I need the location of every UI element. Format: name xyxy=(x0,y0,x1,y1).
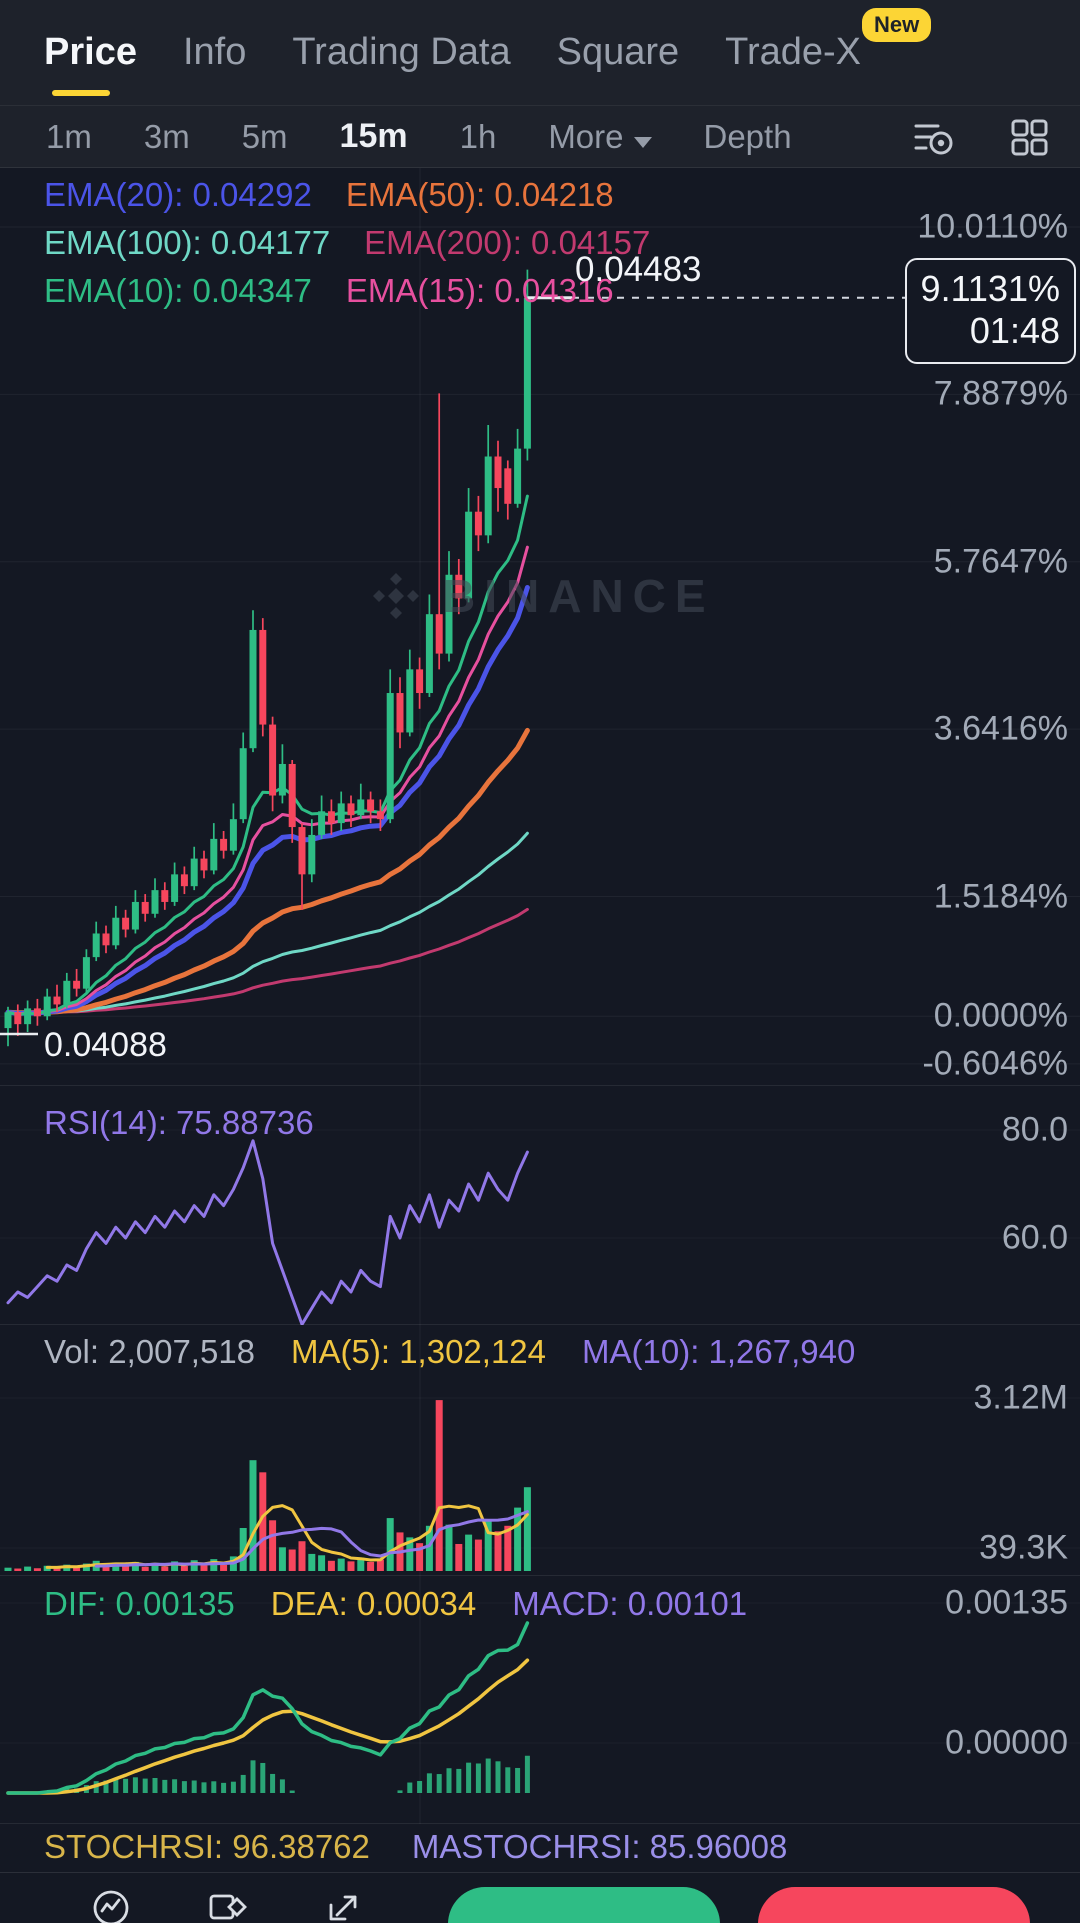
stochrsi-label: MASTOCHRSI: 85.96008 xyxy=(411,1828,788,1865)
macd-label: MACD: 0.00101 xyxy=(512,1585,748,1622)
watermark-text: BINANCE xyxy=(442,570,715,622)
volume-label: MA(5): 1,302,124 xyxy=(291,1333,547,1370)
y-axis-tick: 0.00135 xyxy=(945,1583,1068,1622)
chart-circle-icon[interactable] xyxy=(88,1885,134,1923)
last-price-label: 0.04483 xyxy=(575,250,702,289)
y-axis-tick: 80.0 xyxy=(1001,1110,1068,1149)
ema-label-row: EMA(10): 0.04347 EMA(15): 0.04316 xyxy=(44,272,650,310)
y-axis-tick: 0.0000% xyxy=(933,996,1068,1035)
binance-watermark: BINANCE xyxy=(368,568,715,624)
candle-countdown: 01:48 xyxy=(969,310,1060,351)
timeframe-1h[interactable]: 1h xyxy=(459,117,497,155)
ema-label-row: EMA(100): 0.04177 EMA(200): 0.04157 xyxy=(44,224,650,262)
ema-label-row: EMA(20): 0.04292 EMA(50): 0.04218 xyxy=(44,176,650,214)
grid-layout-icon[interactable] xyxy=(1006,114,1052,160)
tab-trade-x[interactable]: Trade-X xyxy=(725,31,862,73)
macd-chart-svg xyxy=(0,1576,1080,1824)
timeframe-list: 1m 3m 5m 15m 1h More Depth xyxy=(46,117,844,156)
price-change-percent: 9.1131% xyxy=(920,268,1060,309)
low-price-label: 0.04088 xyxy=(44,1026,167,1064)
sell-button[interactable] xyxy=(758,1887,1030,1923)
current-price-tag: 9.1131% 01:48 xyxy=(904,258,1076,364)
rsi-labels: RSI(14): 75.88736 xyxy=(44,1104,314,1142)
rsi-pane[interactable]: RSI(14): 75.88736 80.0 60.0 xyxy=(0,1085,1080,1325)
rsi-chart-svg xyxy=(0,1086,1080,1325)
y-axis-tick: 5.7647% xyxy=(933,542,1068,581)
depth-tab[interactable]: Depth xyxy=(703,117,792,155)
price-chart-svg xyxy=(0,168,1080,1085)
tab-trading-data[interactable]: Trading Data xyxy=(292,31,511,73)
y-axis-tick: -0.6046% xyxy=(922,1044,1068,1083)
y-axis-tick: 10.0110% xyxy=(917,207,1068,246)
indicator-settings-icon[interactable] xyxy=(908,114,954,160)
tab-square[interactable]: Square xyxy=(556,31,680,73)
macd-label: DIF: 0.00135 xyxy=(44,1585,235,1622)
y-axis-tick: 39.3K xyxy=(979,1528,1068,1567)
ema-labels: EMA(20): 0.04292 EMA(50): 0.04218 EMA(100)… xyxy=(44,176,650,310)
macd-label: DEA: 0.00034 xyxy=(270,1585,477,1622)
ema-label: EMA(50): 0.04218 xyxy=(345,176,614,213)
volume-pane[interactable]: Vol: 2,007,518 MA(5): 1,302,124 MA(10): 1,… xyxy=(0,1324,1080,1576)
new-badge: New xyxy=(862,8,932,42)
macd-labels: DIF: 0.00135 DEA: 0.00034 MACD: 0.00101 xyxy=(44,1585,747,1623)
chevron-down-icon xyxy=(633,136,652,148)
toolbar-icons xyxy=(908,114,1052,160)
ema-label: EMA(20): 0.04292 xyxy=(44,176,312,213)
timeframe-15m[interactable]: 15m xyxy=(339,117,408,155)
ema-label: EMA(100): 0.04177 xyxy=(44,224,331,261)
stochrsi-labels: STOCHRSI: 96.38762 MASTOCHRSI: 85.96008 xyxy=(44,1828,787,1866)
ema-label: EMA(200): 0.04157 xyxy=(364,224,651,261)
y-axis-tick: 7.8879% xyxy=(933,374,1068,413)
macd-pane[interactable]: DIF: 0.00135 DEA: 0.00034 MACD: 0.00101 0.… xyxy=(0,1575,1080,1824)
more-menu[interactable]: More xyxy=(548,118,652,156)
timeframe-5m[interactable]: 5m xyxy=(241,117,288,155)
y-axis-tick: 1.5184% xyxy=(933,877,1068,916)
nav-tabs: Price Info Trading Data Square Trade-X xyxy=(44,31,862,96)
timeframe-1m[interactable]: 1m xyxy=(46,117,92,155)
volume-chart-svg xyxy=(0,1325,1080,1576)
ema-label: EMA(10): 0.04347 xyxy=(44,272,312,309)
y-axis-tick: 0.00000 xyxy=(945,1723,1068,1762)
ema-label: EMA(15): 0.04316 xyxy=(345,272,614,309)
timeframe-3m[interactable]: 3m xyxy=(143,117,190,155)
y-axis-tick: 3.12M xyxy=(973,1378,1069,1417)
rsi-label: RSI(14): 75.88736 xyxy=(44,1104,314,1141)
volume-label: MA(10): 1,267,940 xyxy=(582,1333,856,1370)
chart-type-icon[interactable] xyxy=(205,1885,251,1923)
tab-info[interactable]: Info xyxy=(182,31,247,73)
stochrsi-row: STOCHRSI: 96.38762 MASTOCHRSI: 85.96008 xyxy=(0,1823,1080,1872)
tab-price[interactable]: Price xyxy=(44,31,137,96)
stochrsi-label: STOCHRSI: 96.38762 xyxy=(44,1828,370,1865)
price-pane[interactable]: BINANCE EMA(20): 0.04292 EMA(50): 0.04218… xyxy=(0,168,1080,1085)
y-axis-tick: 3.6416% xyxy=(933,709,1068,748)
buy-button[interactable] xyxy=(448,1887,720,1923)
bottom-toolbar xyxy=(0,1872,1080,1923)
volume-label: Vol: 2,007,518 xyxy=(44,1333,256,1370)
binance-logo-icon xyxy=(373,573,419,619)
volume-labels: Vol: 2,007,518 MA(5): 1,302,124 MA(10): 1,… xyxy=(44,1333,855,1371)
landscape-expand-icon[interactable] xyxy=(323,1885,369,1923)
chart-toolbar: 1m 3m 5m 15m 1h More Depth xyxy=(0,106,1080,168)
y-axis-tick: 60.0 xyxy=(1001,1218,1068,1257)
